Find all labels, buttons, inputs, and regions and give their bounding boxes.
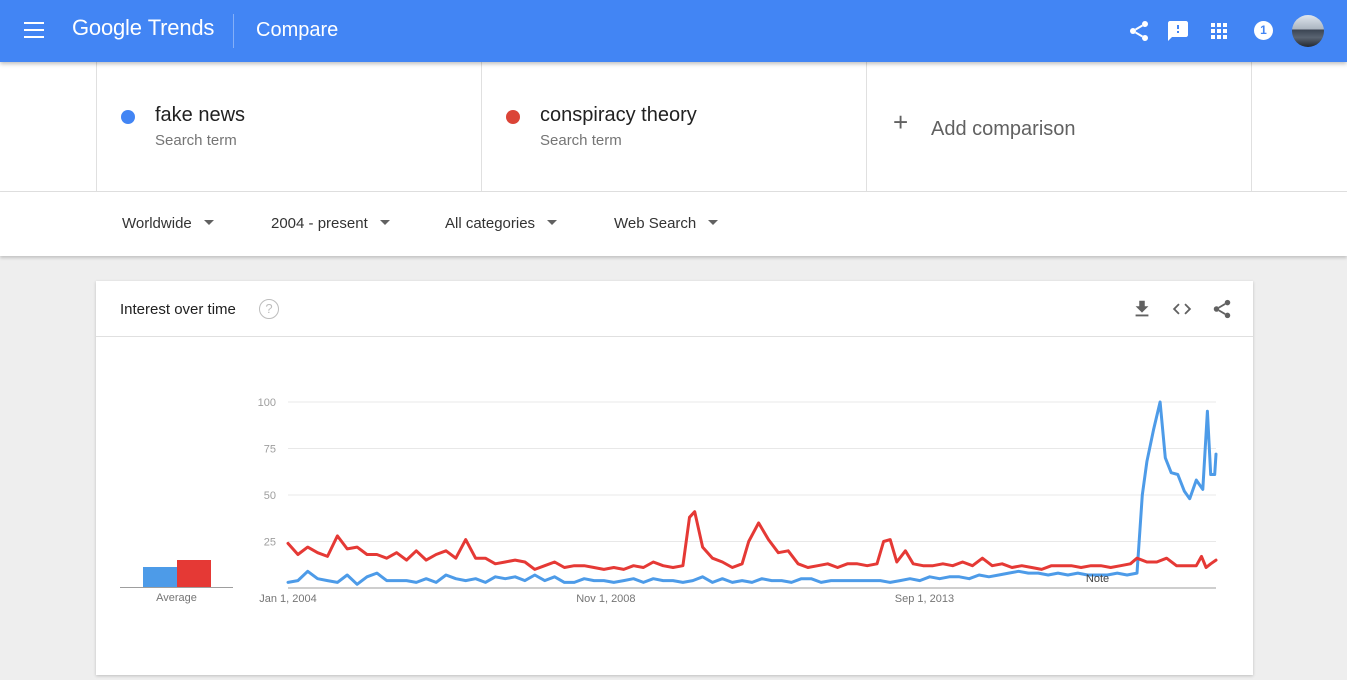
feedback-icon[interactable] [1166,19,1190,43]
term-name: fake news [155,104,246,126]
chevron-down-icon [379,220,390,225]
term-subtitle: Search term [540,132,622,149]
average-bar-fake-news[interactable] [143,567,177,587]
term-color-dot [506,110,520,124]
x-tick-label: Nov 1, 2008 [576,593,635,605]
series-line-conspiracy-theory [286,510,1218,571]
share-icon[interactable] [1127,19,1151,43]
average-label: Average [156,592,197,604]
y-tick-label: 100 [258,397,276,409]
category-dropdown[interactable]: All categories [445,215,558,232]
y-tick-label: 75 [264,444,276,456]
region-dropdown[interactable]: Worldwide [122,215,214,232]
google-trends-logo[interactable]: Google Trends [72,15,214,41]
term-card-conspiracy-theory[interactable]: conspiracy theory Search term [481,62,866,192]
filters-row: Worldwide 2004 - present All categories … [0,192,1347,256]
add-comparison-button[interactable]: + Add comparison [866,62,1252,192]
average-bar-conspiracy-theory[interactable] [177,560,211,587]
chevron-down-icon [203,220,214,225]
header-divider [233,14,234,48]
y-tick-label: 50 [264,490,276,502]
share-icon[interactable] [1211,298,1233,320]
search-terms-row: fake news Search term conspiracy theory … [0,62,1347,192]
search-property-value: Web Search [614,215,697,232]
category-value: All categories [445,215,536,232]
x-tick-label: Sep 1, 2013 [895,593,954,605]
interest-line-chart[interactable]: 25 50 75 100 Jan 1, 2004 Nov 1, 2008 Sep 1, 20… [246,381,1226,611]
region-value: Worldwide [122,215,192,232]
download-icon[interactable] [1131,298,1153,320]
page-title: Compare [256,19,339,41]
average-baseline [120,587,233,588]
notification-icon[interactable]: 1 [1254,21,1273,40]
avatar[interactable] [1292,15,1324,47]
embed-icon[interactable] [1171,298,1193,320]
card-header: Interest over time ? [96,281,1253,337]
logo-trends-text: Trends [147,15,215,40]
note-marker: Note [1086,573,1109,585]
chevron-down-icon [547,220,558,225]
plus-icon: + [893,107,909,137]
x-tick-label: Jan 1, 2004 [259,593,317,605]
y-tick-label: 25 [264,537,276,549]
term-card-fake-news[interactable]: fake news Search term [96,62,481,192]
menu-icon[interactable] [24,22,44,38]
logo-google-text: Google [72,15,142,40]
top-app-bar: Google Trends Compare 1 [0,0,1347,62]
interest-over-time-card: Interest over time ? Average 25 50 75 100 Ja… [96,281,1253,675]
help-icon[interactable]: ? [259,299,279,319]
time-range-dropdown[interactable]: 2004 - present [271,215,390,232]
term-color-dot [121,110,135,124]
term-name: conspiracy theory [540,104,697,126]
term-subtitle: Search term [155,132,237,149]
series-line-fake-news [286,400,1218,586]
add-comparison-label: Add comparison [931,118,1076,140]
time-range-value: 2004 - present [271,215,368,232]
chevron-down-icon [708,220,719,225]
apps-icon[interactable] [1207,19,1231,43]
card-title: Interest over time [120,301,236,318]
search-property-dropdown[interactable]: Web Search [614,215,719,232]
